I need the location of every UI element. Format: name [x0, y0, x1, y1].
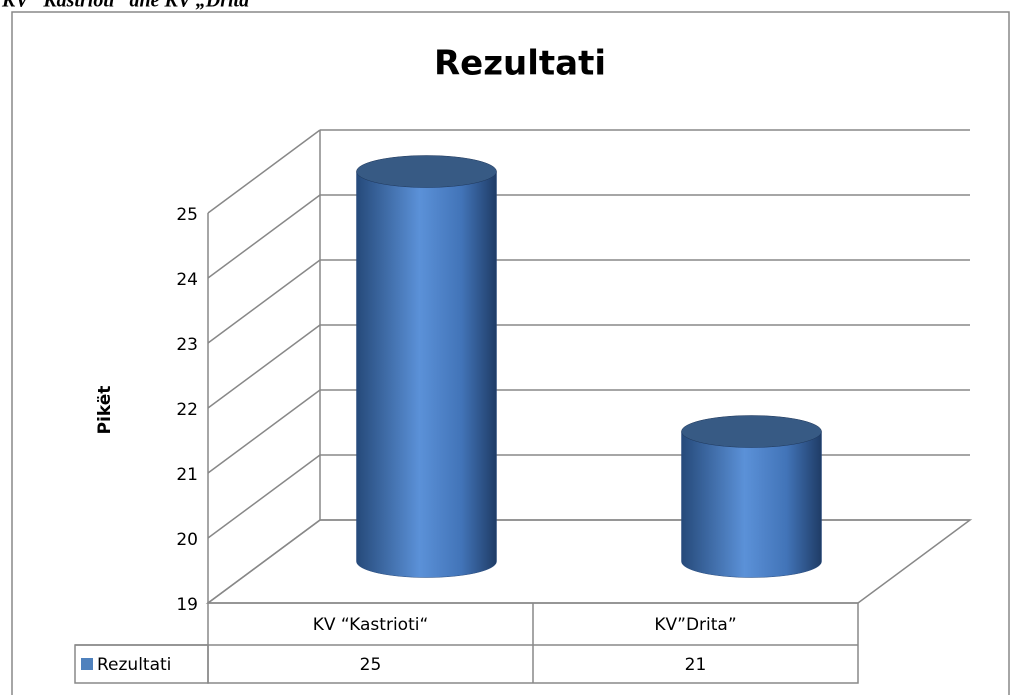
- chart-border: [11, 11, 1010, 695]
- floor: [205, 519, 973, 604]
- legend-key: [81, 658, 93, 670]
- table-value: 25: [360, 655, 382, 675]
- y-tick-label: 24: [176, 270, 198, 290]
- y-tick-label: 22: [176, 400, 198, 420]
- y-tick-label: 19: [176, 595, 198, 615]
- y-tick-label: 21: [176, 465, 198, 485]
- bar-top: [681, 415, 822, 448]
- y-axis-label: Pikët: [95, 386, 115, 435]
- heading: KV “Kastrioti” dhe KV „Drita”: [1, 0, 259, 12]
- grid-line: [207, 129, 321, 214]
- y-tick-label: 25: [176, 205, 198, 225]
- y-tick-label: 20: [176, 530, 198, 550]
- category-label: KV”Drita”: [654, 615, 736, 635]
- legend-label: Rezultati: [97, 655, 171, 675]
- grid-line: [207, 324, 321, 409]
- grid-line: [207, 259, 321, 344]
- bar: [356, 171, 497, 578]
- grid-line: [207, 519, 321, 604]
- y-tick-label: 23: [176, 335, 198, 355]
- table-value: 21: [685, 655, 707, 675]
- grid-line: [207, 194, 321, 279]
- grid-line: [207, 454, 321, 539]
- grid-line: [207, 389, 321, 474]
- bar-top: [356, 155, 497, 188]
- chart-title: Rezultati: [434, 44, 606, 84]
- bar: [681, 431, 822, 578]
- category-label: KV “Kastrioti“: [313, 615, 429, 635]
